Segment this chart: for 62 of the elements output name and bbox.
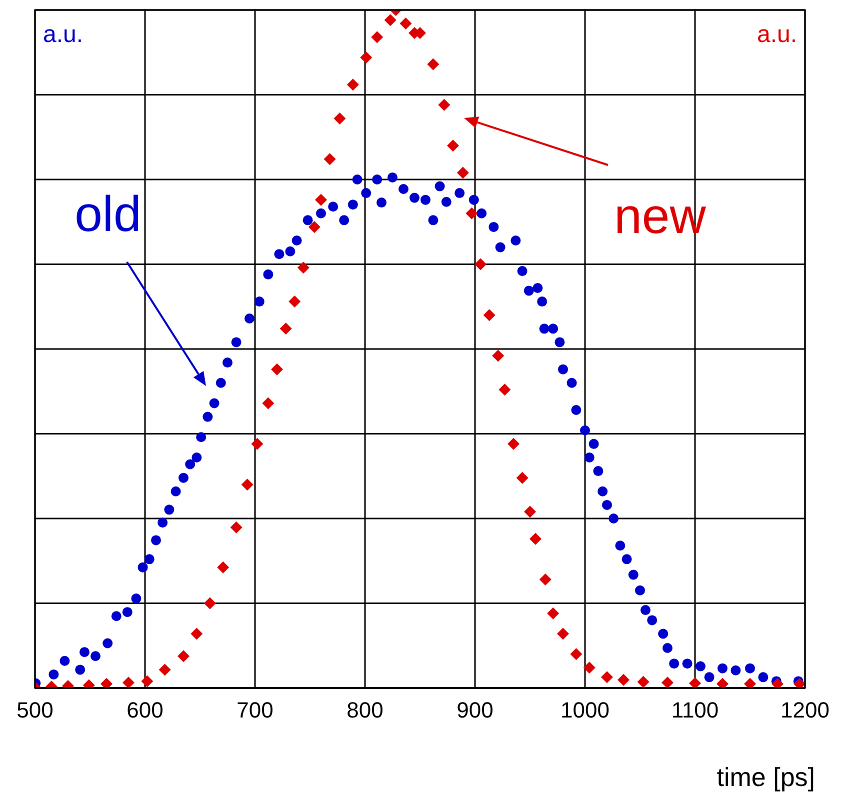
point — [100, 678, 112, 688]
point — [601, 671, 613, 684]
point — [262, 397, 274, 410]
annotation: old — [74, 186, 142, 242]
point — [324, 153, 336, 166]
point — [498, 384, 511, 396]
point — [570, 648, 582, 660]
point — [492, 350, 504, 362]
point — [466, 207, 478, 220]
point — [346, 78, 359, 91]
point — [122, 676, 134, 688]
point — [400, 18, 412, 30]
point — [271, 363, 283, 376]
point — [288, 296, 301, 308]
x-tick-label: 900 — [456, 698, 494, 723]
point — [689, 677, 701, 688]
point — [360, 51, 372, 64]
point — [583, 662, 596, 674]
point — [280, 322, 292, 335]
point — [178, 650, 190, 662]
point — [371, 31, 384, 44]
point — [297, 262, 310, 274]
point — [217, 561, 230, 574]
point — [241, 478, 254, 491]
x-axis-title: time [ps] — [716, 762, 815, 792]
point — [158, 664, 171, 676]
point — [637, 676, 650, 688]
point — [530, 532, 542, 545]
point — [315, 194, 327, 206]
x-tick-label: 600 — [126, 698, 164, 723]
point — [618, 674, 630, 686]
point — [474, 258, 486, 270]
point — [251, 438, 264, 450]
y-axis-title: a.u. — [43, 21, 84, 48]
x-tick-label: 1000 — [560, 698, 610, 723]
x-tick-label: 800 — [346, 698, 384, 723]
point — [557, 628, 569, 640]
point — [456, 166, 469, 179]
point — [539, 574, 552, 586]
point — [524, 506, 536, 518]
y2-axis-title: a.u. — [756, 21, 797, 48]
point — [384, 14, 396, 26]
point — [744, 678, 756, 688]
point — [190, 628, 203, 640]
point — [334, 112, 346, 124]
point — [508, 438, 520, 450]
point — [662, 676, 674, 688]
x-tick-label: 1200 — [780, 698, 830, 723]
point — [230, 521, 242, 534]
x-tick-label: 700 — [236, 698, 274, 723]
point — [308, 220, 320, 233]
point — [516, 472, 528, 484]
point — [438, 98, 450, 111]
point — [547, 607, 560, 620]
point — [483, 309, 496, 322]
point — [447, 140, 459, 152]
x-tick-label: 1100 — [671, 698, 719, 723]
point — [716, 678, 728, 688]
x-tick-label: 500 — [16, 698, 54, 723]
point — [427, 58, 440, 70]
point — [141, 675, 154, 688]
point — [204, 597, 216, 610]
